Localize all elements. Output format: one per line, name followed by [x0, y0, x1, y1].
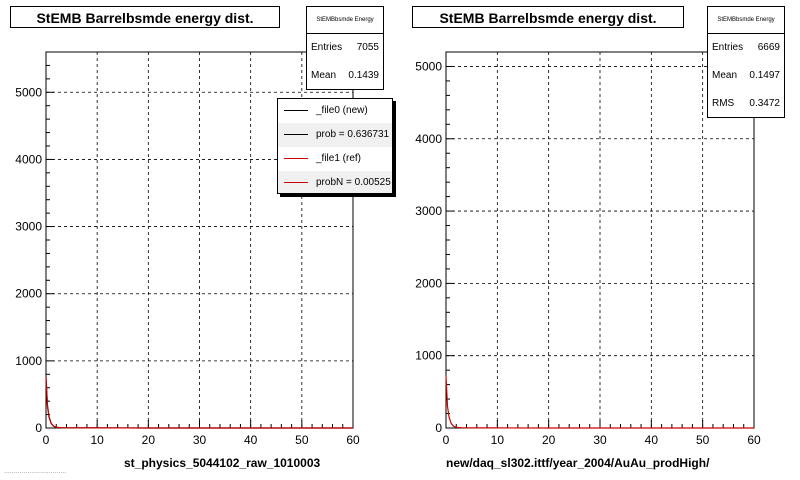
legend-line [284, 134, 308, 135]
left-stat-entries: Entries 7055 [307, 34, 383, 62]
y-tick-label: 5000 [15, 85, 42, 99]
x-tick-label: 50 [696, 433, 710, 447]
right-stat-mean: Mean 0.1497 [708, 62, 784, 90]
legend-entry: probN = 0.00525 [278, 171, 392, 193]
x-tick-label: 50 [295, 433, 309, 447]
stat-key: Mean [712, 70, 738, 81]
right-histogram: 0 10 20 30 40 50 60 0 1000 2000 3000 4000 5000 [415, 51, 761, 447]
x-tick-label: 20 [542, 433, 556, 447]
left-stat-mean: Mean 0.1439 [307, 62, 383, 89]
left-chart-title: StEMB Barrelbsmde energy dist. [10, 6, 280, 28]
x-tick-label: 20 [142, 433, 156, 447]
stat-value: 0.3472 [749, 98, 780, 109]
right-panel: 0 10 20 30 40 50 60 0 1000 2000 3000 4000 5000 StEMB… [400, 0, 800, 480]
stat-key: Mean [311, 70, 337, 81]
legend-entry: prob = 0.636731 [278, 123, 392, 147]
stat-value: 0.1439 [348, 70, 379, 81]
x-tick-label: 30 [593, 433, 607, 447]
stat-value: 7055 [356, 42, 379, 53]
left-stats-box: StEMBbsmde Energy Entries 7055 Mean 0.14… [306, 6, 384, 90]
right-stat-rms: RMS 0.3472 [708, 90, 784, 117]
y-tick-label: 4000 [15, 152, 42, 166]
stat-key: Entries [712, 42, 744, 53]
y-tick-label: 2000 [415, 276, 442, 290]
x-tick-label: 0 [443, 433, 450, 447]
y-tick-label: 1000 [15, 354, 42, 368]
x-tick-label: 40 [244, 433, 258, 447]
stat-key: Entries [311, 42, 343, 53]
legend-label: _file0 (new) [316, 105, 368, 116]
legend-line [284, 158, 308, 159]
legend-entry: _file1 (ref) [278, 147, 392, 171]
right-stats-header: StEMBbsmde Energy [708, 7, 784, 34]
x-tick-label: 10 [491, 433, 505, 447]
y-tick-label: 1000 [415, 349, 442, 363]
stat-value: 6669 [757, 42, 780, 53]
x-tick-label: 10 [90, 433, 104, 447]
legend-entry: _file0 (new) [278, 99, 392, 123]
y-tick-label: 0 [435, 421, 442, 435]
right-chart-title: StEMB Barrelbsmde energy dist. [412, 6, 684, 28]
right-x-axis-title: new/daq_sl302.ittf/year_2004/AuAu_prodHi… [446, 456, 710, 470]
x-tick-label: 30 [193, 433, 207, 447]
left-legend: _file0 (new) prob = 0.636731 _file1 (ref… [277, 98, 393, 194]
series-line [45, 376, 353, 429]
y-tick-label: 5000 [415, 59, 442, 73]
y-tick-label: 2000 [15, 287, 42, 301]
y-tick-label: 3000 [415, 204, 442, 218]
right-stats-box: StEMBbsmde Energy Entries 6669 Mean 0.14… [707, 6, 785, 118]
x-tick-label: 40 [645, 433, 659, 447]
left-panel: 0 10 20 30 40 50 60 0 1000 2000 3000 4000 5000 StEMB… [4, 6, 393, 475]
stat-key: RMS [712, 98, 735, 109]
right-stat-entries: Entries 6669 [708, 34, 784, 62]
y-tick-label: 3000 [15, 220, 42, 234]
legend-label: probN = 0.00525 [316, 177, 391, 188]
stat-value: 0.1497 [749, 70, 780, 81]
footer-faint-text: ................................ [4, 468, 67, 475]
left-x-axis-title: st_physics_5044102_raw_1010003 [124, 456, 321, 470]
series-line [445, 375, 754, 429]
legend-label: _file1 (ref) [316, 153, 362, 164]
x-tick-label: 0 [43, 433, 50, 447]
left-stats-header: StEMBbsmde Energy [307, 7, 383, 34]
x-tick-label: 60 [346, 433, 360, 447]
legend-label: prob = 0.636731 [316, 129, 390, 140]
y-tick-label: 0 [35, 421, 42, 435]
legend-line [284, 182, 308, 183]
x-tick-label: 60 [747, 433, 761, 447]
legend-line [284, 110, 308, 111]
y-tick-label: 4000 [415, 132, 442, 146]
